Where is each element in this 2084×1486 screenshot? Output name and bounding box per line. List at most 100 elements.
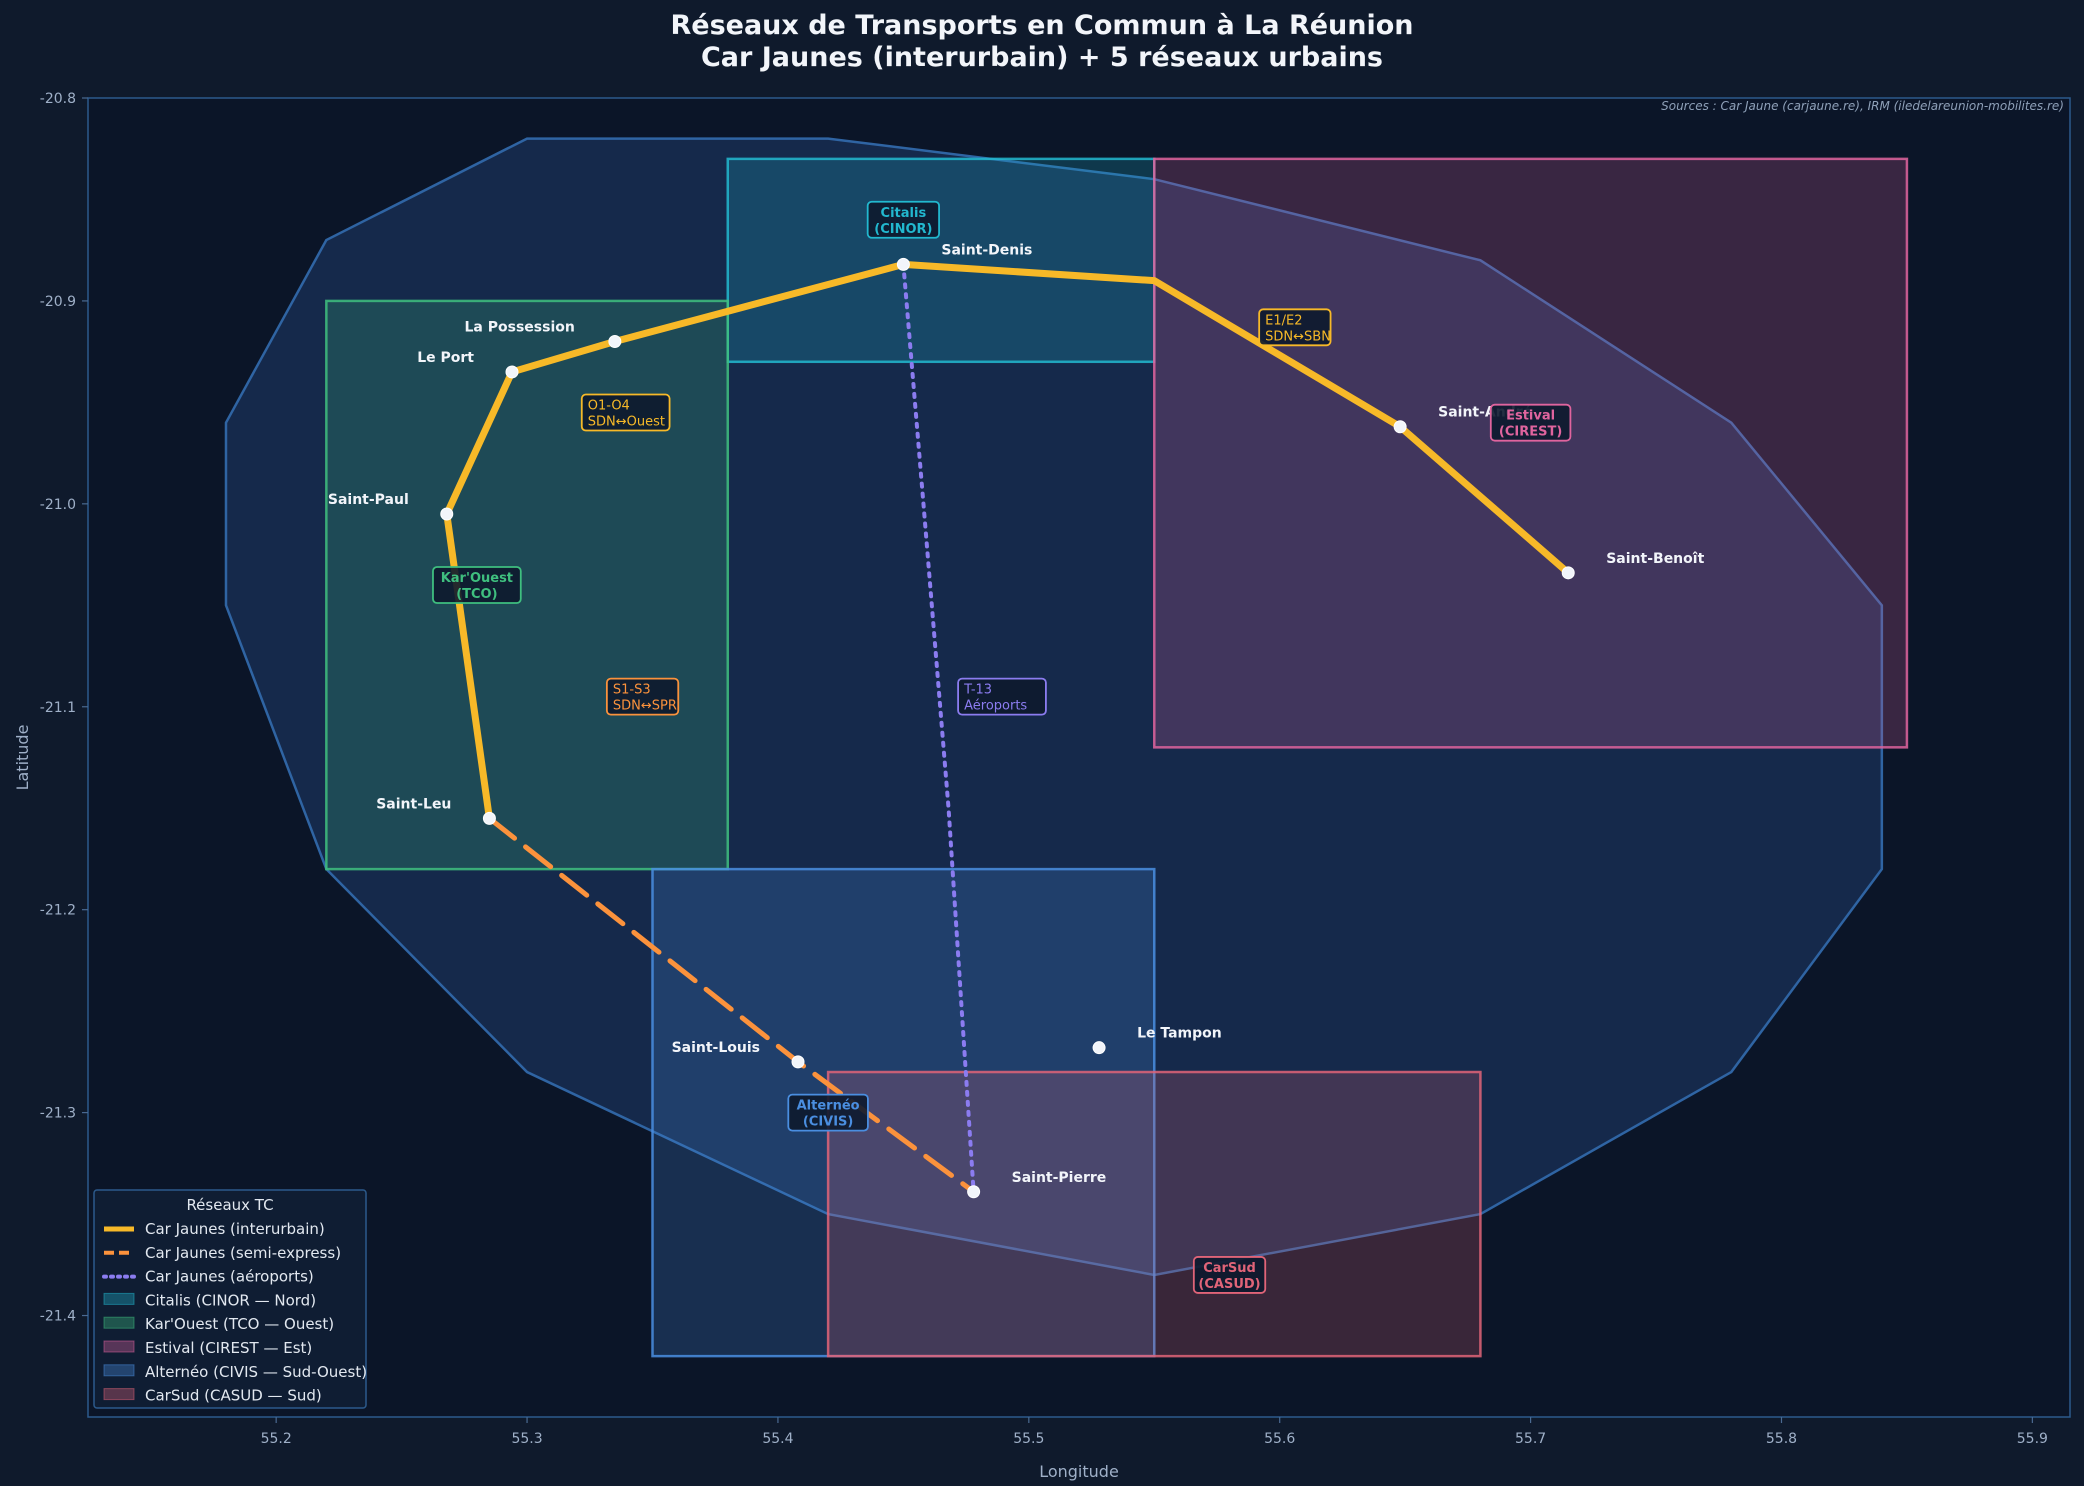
legend-label: Estival (CIREST — Est) [145,1339,312,1357]
y-tick-label: -20.9 [40,294,76,310]
route-label-2-box [957,677,1047,716]
legend-label: Alternéo (CIVIS — Sud-Ouest) [145,1363,367,1381]
city-point [1092,1041,1106,1055]
x-tick-label: 55.6 [1264,1431,1295,1447]
legend-label: Car Jaunes (interurbain) [145,1220,325,1238]
legend-swatch-patch [103,1388,135,1401]
route-label-3-line2: SDN↔SBN [1265,329,1331,344]
chart-title-line1: Réseaux de Transports en Commun à La Réu… [670,10,1414,41]
y-axis-title: Latitude [13,725,32,791]
network-label-estival-line2: (CIREST) [1499,425,1562,440]
y-tick-label: -20.8 [40,91,76,107]
network-label-citalis-line2: (CINOR) [874,222,932,237]
y-tick-label: -21.4 [40,1309,76,1325]
network-label-carsud-line2: (CASUD) [1198,1277,1260,1292]
network-zone-citalis [726,157,1156,364]
network-zone-karouest [325,299,730,871]
route-label-0-line2: SDN↔Ouest [588,415,665,430]
network-zone-estival [1153,157,1909,749]
city-label: Saint-Denis [941,242,1032,258]
network-label-karouest-box [432,566,522,604]
network-label-karouest-line1: Kar'Ouest [441,571,513,586]
y-tick-label: -21.1 [40,700,76,716]
series-line-0 [443,260,1572,822]
route-label-1-box [605,677,680,716]
city-point [482,811,496,825]
network-zone-carsud [826,1070,1482,1358]
y-tick-label: -21.3 [40,1106,76,1122]
city-label: Le Port [417,350,474,366]
network-label-karouest-line2: (TCO) [456,587,497,602]
x-tick-label: 55.8 [1766,1431,1797,1447]
city-point [896,257,910,271]
network-label-citalis-line1: Citalis [881,206,927,221]
legend-label: CarSud (CASUD — Sud) [145,1387,322,1405]
city-label: Le Tampon [1137,1026,1222,1042]
network-label-estival-line1: Estival [1506,409,1555,424]
city-label: Saint-Louis [672,1040,760,1056]
city-point [440,507,454,521]
legend-box [93,1189,367,1409]
city-label: Saint-Benoît [1606,551,1704,567]
network-label-alterneo-line1: Alternéo [797,1099,860,1114]
route-label-3-box [1258,308,1332,347]
source-note: Sources : Car Jaune (carjaune.re), IRM (… [1661,99,2064,113]
network-label-alterneo-line2: (CIVIS) [803,1115,854,1130]
network-label-estival: Estival(CIREST) [1489,403,1572,442]
legend-swatch-patch [103,1340,135,1353]
plot-area: Saint-Denis La Possession Le Port Saint-Pau… [13,91,2071,1481]
x-tick-label: 55.4 [762,1431,793,1447]
city-point [791,1055,805,1069]
series-line-2 [901,262,976,1194]
city-point [505,365,519,379]
route-label-0-box [580,393,671,432]
x-tick-label: 55.2 [261,1431,292,1447]
city-point [1561,566,1575,580]
legend-title: Réseaux TC [186,1196,273,1214]
network-label-estival-box [1489,403,1572,442]
city-point [1393,420,1407,434]
route-label-0-line1: O1-O4 [588,399,630,414]
y-tick-label: -21.0 [40,497,76,513]
legend-label: Kar'Ouest (TCO — Ouest) [145,1315,334,1333]
x-tick-label: 55.5 [1013,1431,1044,1447]
city-point [967,1185,981,1199]
legend-label: Citalis (CINOR — Nord) [145,1291,316,1309]
network-label-carsud: CarSud(CASUD) [1192,1256,1267,1294]
network-label-carsud-box [1192,1256,1267,1294]
legend-swatch-patch [103,1364,135,1377]
x-axis-title: Longitude [1039,1462,1119,1481]
network-label-citalis: Citalis(CINOR) [866,200,940,239]
route-label-3-line1: E1/E2 [1265,313,1302,328]
city-label: Saint-Pierre [1012,1170,1107,1186]
city-label: Saint-Leu [376,796,451,812]
x-tick-label: 55.9 [2017,1431,2048,1447]
city-point [608,335,622,349]
route-label-2-line1: T-13 [963,683,992,698]
network-zone-alterneo [651,867,1156,1358]
legend-swatch-patch [103,1316,135,1329]
legend-swatch-patch [103,1292,135,1305]
network-label-citalis-box [866,200,940,239]
network-label-carsud-line1: CarSud [1203,1261,1256,1276]
plot-background [87,97,2071,1418]
legend: Réseaux TC Car Jaunes (interurbain) Car Ja… [93,1189,367,1409]
x-tick-label: 55.3 [511,1431,542,1447]
city-label: La Possession [465,320,575,336]
legend-label: Car Jaunes (aéroports) [145,1268,314,1286]
city-label: Saint-Paul [328,492,409,508]
y-tick-label: -21.2 [40,903,76,919]
network-label-alterneo: Alternéo(CIVIS) [787,1093,869,1132]
network-label-karouest: Kar'Ouest(TCO) [432,566,522,604]
legend-label: Car Jaunes (semi-express) [145,1244,341,1262]
route-label-1-line2: SDN↔SPR [613,699,677,714]
x-tick-label: 55.7 [1515,1431,1546,1447]
route-label-2-line2: Aéroports [964,699,1027,714]
chart-title-line2: Car Jaunes (interurbain) + 5 réseaux urb… [700,42,1383,73]
network-label-alterneo-box [787,1093,869,1132]
